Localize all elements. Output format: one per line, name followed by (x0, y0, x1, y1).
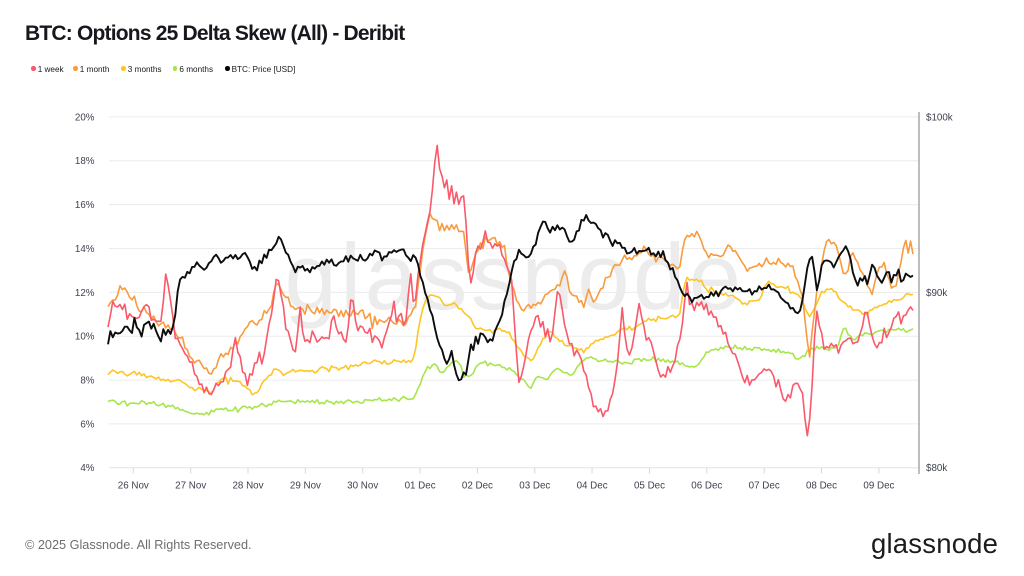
svg-text:28 Nov: 28 Nov (232, 481, 263, 492)
svg-text:02 Dec: 02 Dec (462, 481, 493, 492)
svg-text:29 Nov: 29 Nov (290, 481, 321, 492)
svg-text:26 Nov: 26 Nov (118, 481, 149, 492)
svg-text:01 Dec: 01 Dec (405, 481, 436, 492)
svg-text:05 Dec: 05 Dec (634, 481, 665, 492)
svg-text:$90k: $90k (926, 288, 947, 299)
svg-text:03 Dec: 03 Dec (519, 481, 550, 492)
svg-text:10%: 10% (75, 332, 95, 343)
svg-text:6%: 6% (80, 419, 94, 430)
svg-text:07 Dec: 07 Dec (749, 481, 780, 492)
svg-text:$100k: $100k (926, 112, 953, 123)
svg-text:30 Nov: 30 Nov (347, 481, 378, 492)
svg-text:08 Dec: 08 Dec (806, 481, 837, 492)
svg-text:09 Dec: 09 Dec (863, 481, 894, 492)
svg-text:4%: 4% (80, 463, 94, 474)
svg-text:12%: 12% (75, 288, 95, 299)
svg-text:18%: 18% (75, 156, 95, 167)
svg-text:14%: 14% (75, 244, 95, 255)
svg-text:8%: 8% (80, 376, 94, 387)
svg-text:27 Nov: 27 Nov (175, 481, 206, 492)
svg-text:20%: 20% (75, 112, 95, 123)
svg-text:16%: 16% (75, 200, 95, 211)
svg-text:06 Dec: 06 Dec (691, 481, 722, 492)
svg-text:$80k: $80k (926, 463, 947, 474)
svg-text:04 Dec: 04 Dec (577, 481, 608, 492)
